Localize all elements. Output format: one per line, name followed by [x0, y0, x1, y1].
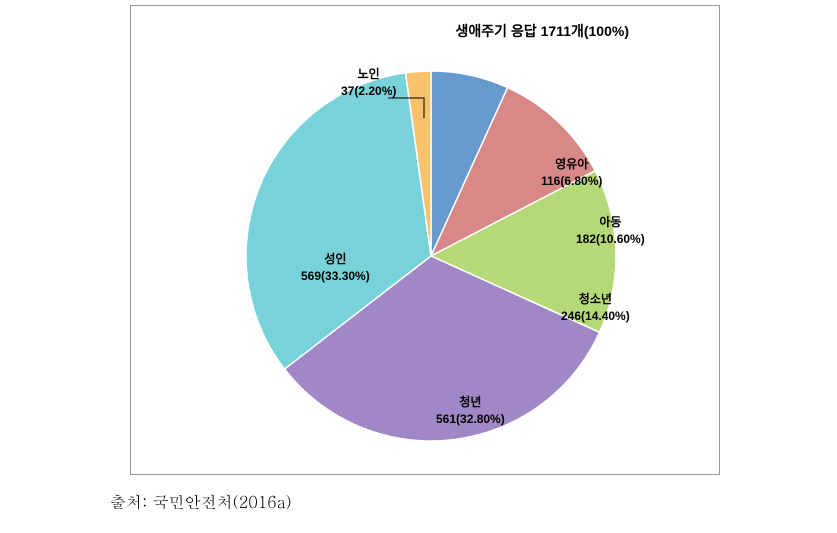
slice-name: 청년: [436, 394, 505, 411]
slice-name: 청소년: [561, 291, 630, 308]
pie-chart: [181, 56, 681, 456]
slice-name: 노인: [341, 66, 396, 83]
slice-value: 37(2.20%): [341, 83, 396, 100]
slice-name: 영유아: [541, 156, 602, 173]
slice-value: 569(33.30%): [301, 268, 370, 285]
chart-container: 생애주기 응답 1711개(100%) 영유아116(6.80%) 아동182(1…: [130, 5, 720, 475]
slice-value: 561(32.80%): [436, 411, 505, 428]
slice-value: 246(14.40%): [561, 308, 630, 325]
slice-label-영유아: 영유아116(6.80%): [541, 156, 602, 190]
chart-title: 생애주기 응답 1711개(100%): [456, 21, 629, 41]
slice-name: 아동: [576, 214, 645, 231]
slice-value: 116(6.80%): [541, 173, 602, 190]
source-citation: 출처: 국민안전처(2016a): [110, 490, 292, 513]
slice-label-노인: 노인37(2.20%): [341, 66, 396, 100]
slice-name: 성인: [301, 251, 370, 268]
slice-label-청소년: 청소년246(14.40%): [561, 291, 630, 325]
slice-label-성인: 성인569(33.30%): [301, 251, 370, 285]
slice-value: 182(10.60%): [576, 231, 645, 248]
slice-label-아동: 아동182(10.60%): [576, 214, 645, 248]
slice-label-청년: 청년561(32.80%): [436, 394, 505, 428]
